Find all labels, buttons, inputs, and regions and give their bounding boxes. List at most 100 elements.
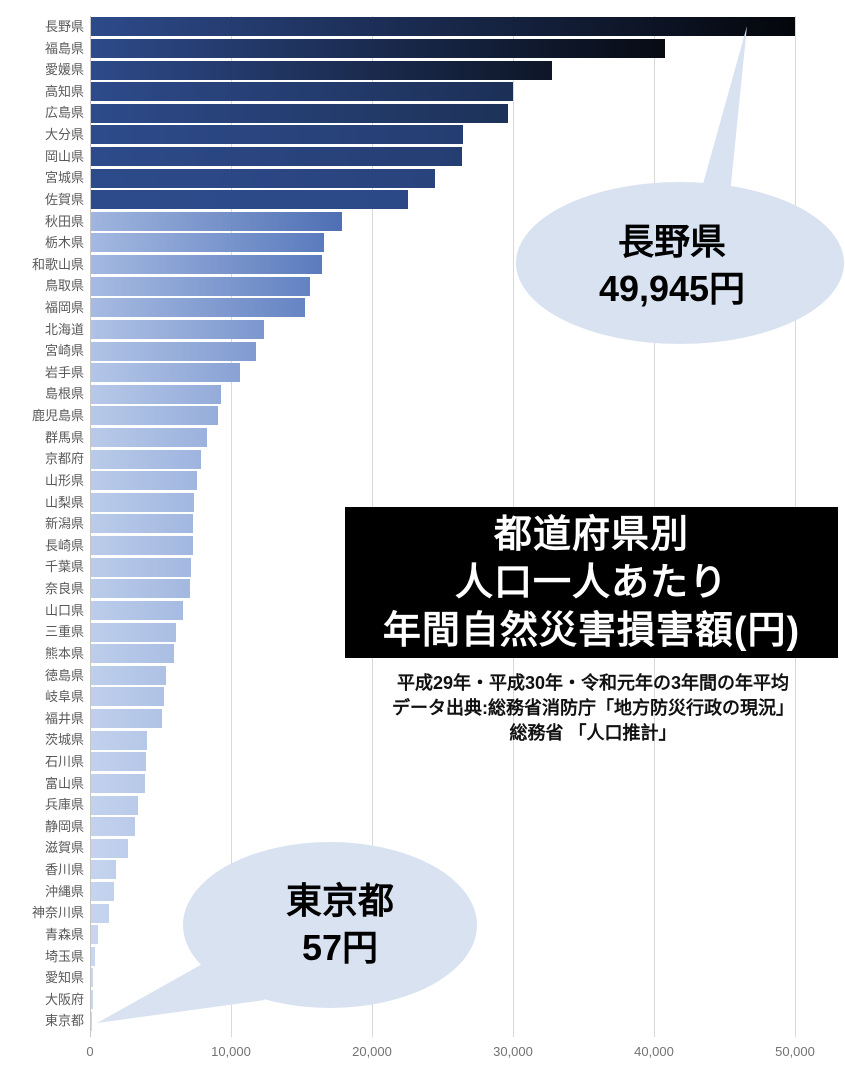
- y-axis-label-熊本県: 熊本県: [44, 645, 84, 661]
- bar-三重県: [91, 622, 176, 642]
- y-axis-label-宮崎県: 宮崎県: [44, 343, 84, 359]
- bar-千葉県: [91, 557, 192, 577]
- chart-title-line-3: 年間自然災害損害額(円): [382, 609, 801, 652]
- chart-title-line-1: 都道府県別: [493, 513, 689, 556]
- bar-長崎県: [91, 536, 193, 556]
- callout-nagano: 長野県 49,945円: [502, 218, 842, 312]
- bar-大阪府: [91, 990, 93, 1010]
- bar-宮崎県: [91, 341, 256, 361]
- chart-subtitle-line-2: データ出典:総務省消防庁「地方防災行政の現況」: [392, 698, 794, 718]
- bar-愛知県: [91, 968, 94, 988]
- y-axis-label-神奈川県: 神奈川県: [31, 905, 84, 921]
- y-axis-label-三重県: 三重県: [44, 624, 84, 640]
- y-axis-label-奈良県: 奈良県: [44, 581, 84, 597]
- y-axis-label-宮城県: 宮城県: [44, 170, 84, 186]
- x-axis-tick-0: 0: [86, 1044, 94, 1059]
- y-axis-label-静岡県: 静岡県: [44, 818, 84, 834]
- bar-滋賀県: [91, 838, 128, 858]
- bar-富山県: [91, 773, 145, 793]
- y-axis-label-佐賀県: 佐賀県: [44, 191, 84, 207]
- bar-愛媛県: [91, 60, 553, 80]
- bar-青森県: [91, 925, 99, 945]
- bar-新潟県: [91, 514, 194, 534]
- y-axis-label-群馬県: 群馬県: [44, 429, 84, 445]
- y-axis-label-茨城県: 茨城県: [44, 732, 84, 748]
- callout-tokyo-prefecture: 東京都: [285, 880, 394, 921]
- x-axis-tick-50,000: 50,000: [775, 1044, 815, 1059]
- bar-北海道: [91, 319, 265, 339]
- y-axis-label-和歌山県: 和歌山県: [31, 256, 84, 272]
- bar-熊本県: [91, 644, 175, 664]
- bar-長野県: [91, 17, 796, 37]
- callout-nagano-prefecture: 長野県: [617, 221, 726, 262]
- bar-島根県: [91, 384, 221, 404]
- y-axis-label-鳥取県: 鳥取県: [44, 278, 84, 294]
- bar-福島県: [91, 38, 665, 58]
- y-axis-label-青森県: 青森県: [44, 926, 84, 942]
- y-axis-label-福岡県: 福岡県: [44, 300, 84, 316]
- y-axis-label-島根県: 島根県: [44, 386, 84, 402]
- y-axis-label-京都府: 京都府: [44, 451, 84, 467]
- y-axis-label-埼玉県: 埼玉県: [44, 948, 84, 964]
- y-axis-label-新潟県: 新潟県: [44, 516, 84, 532]
- bar-福井県: [91, 709, 162, 729]
- y-axis-label-富山県: 富山県: [44, 775, 84, 791]
- y-axis-label-千葉県: 千葉県: [44, 559, 84, 575]
- y-axis-label-愛知県: 愛知県: [44, 970, 84, 986]
- callout-tokyo: 東京都 57円: [190, 877, 490, 971]
- bar-高知県: [91, 82, 513, 102]
- bar-大分県: [91, 125, 464, 145]
- y-axis-line: [90, 16, 91, 1037]
- bar-佐賀県: [91, 190, 409, 210]
- y-axis-label-徳島県: 徳島県: [44, 667, 84, 683]
- bar-京都府: [91, 449, 201, 469]
- y-axis-label-滋賀県: 滋賀県: [44, 840, 84, 856]
- x-axis-tick-10,000: 10,000: [211, 1044, 251, 1059]
- bar-鹿児島県: [91, 406, 218, 426]
- x-axis-tick-30,000: 30,000: [493, 1044, 533, 1059]
- bar-山口県: [91, 600, 183, 620]
- bar-鳥取県: [91, 276, 310, 296]
- bar-山形県: [91, 471, 197, 491]
- y-axis-label-大分県: 大分県: [44, 127, 84, 143]
- y-axis-label-兵庫県: 兵庫県: [44, 797, 84, 813]
- y-axis-label-北海道: 北海道: [44, 321, 84, 337]
- callout-tokyo-value: 57円: [301, 927, 379, 968]
- bar-神奈川県: [91, 903, 110, 923]
- y-axis-label-高知県: 高知県: [44, 83, 84, 99]
- bar-静岡県: [91, 817, 135, 837]
- bar-群馬県: [91, 428, 207, 448]
- bar-岩手県: [91, 363, 241, 383]
- y-axis-label-鹿児島県: 鹿児島県: [31, 408, 84, 424]
- y-axis-label-山形県: 山形県: [44, 472, 84, 488]
- gridline-10000: [231, 16, 232, 1037]
- y-axis-label-愛媛県: 愛媛県: [44, 62, 84, 78]
- bar-和歌山県: [91, 255, 323, 275]
- y-axis-label-秋田県: 秋田県: [44, 213, 84, 229]
- bar-秋田県: [91, 211, 342, 231]
- chart-title: 都道府県別 人口一人あたり 年間自然災害損害額(円): [345, 507, 838, 658]
- y-axis-label-長崎県: 長崎県: [44, 537, 84, 553]
- y-axis-label-沖縄県: 沖縄県: [44, 883, 84, 899]
- y-axis-label-福島県: 福島県: [44, 40, 84, 56]
- bar-奈良県: [91, 579, 191, 599]
- bar-山梨県: [91, 492, 194, 512]
- y-axis-label-東京都: 東京都: [44, 1013, 84, 1029]
- y-axis-label-山梨県: 山梨県: [44, 494, 84, 510]
- y-axis-label-岡山県: 岡山県: [44, 148, 84, 164]
- chart-subtitle: 平成29年・平成30年・令和元年の3年間の年平均 データ出典:総務省消防庁「地方…: [338, 671, 845, 746]
- bar-兵庫県: [91, 795, 138, 815]
- bar-宮城県: [91, 168, 436, 188]
- bar-岐阜県: [91, 687, 165, 707]
- bar-石川県: [91, 752, 146, 772]
- bar-広島県: [91, 103, 509, 123]
- bar-埼玉県: [91, 946, 95, 966]
- y-axis-label-広島県: 広島県: [44, 105, 84, 121]
- y-axis-label-大阪府: 大阪府: [44, 991, 84, 1007]
- chart-subtitle-line-1: 平成29年・平成30年・令和元年の3年間の年平均: [396, 673, 790, 693]
- y-axis-label-石川県: 石川県: [44, 753, 84, 769]
- y-axis-label-岐阜県: 岐阜県: [44, 689, 84, 705]
- bar-栃木県: [91, 233, 324, 253]
- bar-香川県: [91, 860, 117, 880]
